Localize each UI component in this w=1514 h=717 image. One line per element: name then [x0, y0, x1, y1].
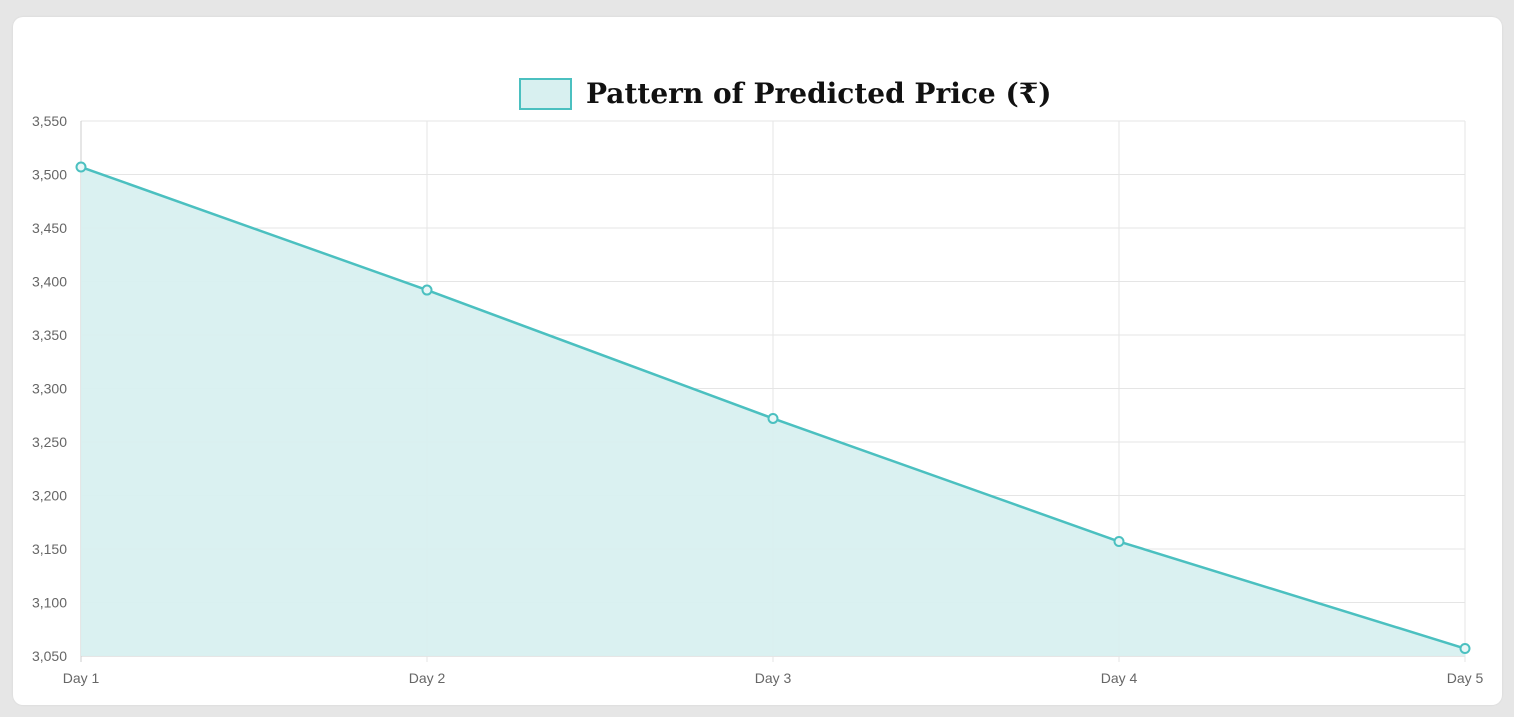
data-points: [75, 161, 1471, 655]
y-tick-label: 3,300: [32, 381, 67, 397]
data-point: [1459, 643, 1471, 655]
y-tick-label: 3,500: [32, 167, 67, 183]
data-point: [421, 284, 433, 296]
x-tick-label: Day 5: [1447, 670, 1484, 686]
y-tick-label: 3,050: [32, 648, 67, 664]
y-tick-label: 3,200: [32, 488, 67, 504]
x-tick-label: Day 2: [409, 670, 446, 686]
legend[interactable]: Pattern of Predicted Price (₹): [519, 77, 1051, 110]
x-tick-label: Day 4: [1101, 670, 1138, 686]
y-tick-label: 3,150: [32, 541, 67, 557]
y-tick-label: 3,250: [32, 434, 67, 450]
data-point: [767, 412, 779, 424]
data-point: [75, 161, 87, 173]
x-axis-tick-labels: Day 1 Day 2 Day 3 Day 4 Day 5: [63, 670, 1484, 686]
y-tick-label: 3,450: [32, 220, 67, 236]
area-fill: [81, 167, 1465, 656]
y-tick-label: 3,350: [32, 327, 67, 343]
y-tick-label: 3,100: [32, 595, 67, 611]
y-tick-label: 3,550: [32, 113, 67, 129]
legend-label: Pattern of Predicted Price (₹): [586, 77, 1051, 110]
data-point: [1113, 536, 1125, 548]
x-tick-label: Day 1: [63, 670, 100, 686]
x-tick-label: Day 3: [755, 670, 792, 686]
y-axis-tick-labels: 3,550 3,500 3,450 3,400 3,350 3,300 3,250 3,200…: [32, 113, 67, 664]
legend-swatch: [519, 78, 572, 110]
y-tick-label: 3,400: [32, 274, 67, 290]
